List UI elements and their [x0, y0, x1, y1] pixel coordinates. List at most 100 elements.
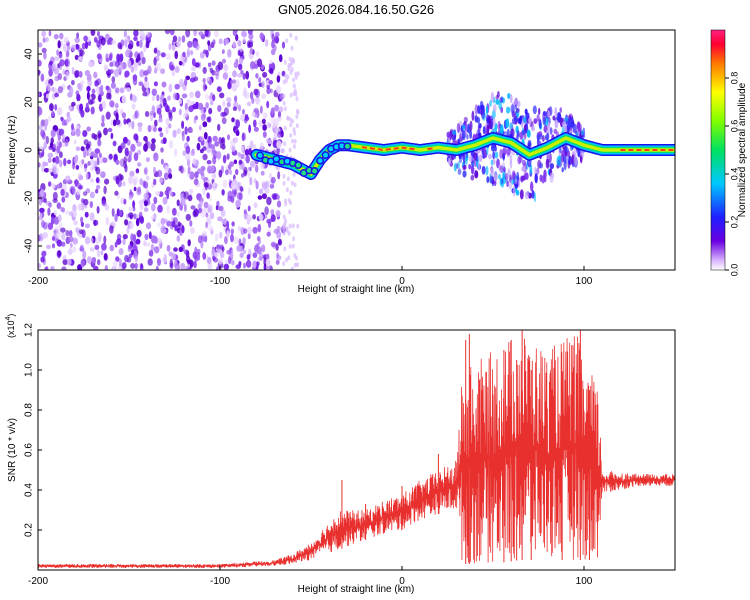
scatter-cell	[477, 162, 481, 171]
noise-cell	[292, 77, 295, 83]
noise-cell	[205, 49, 209, 58]
noise-cell	[138, 125, 143, 132]
noise-cell	[181, 35, 186, 43]
noise-cell	[282, 100, 286, 106]
noise-cell	[143, 192, 149, 200]
noise-cell	[289, 70, 293, 75]
noise-cell	[114, 241, 118, 248]
noise-cell	[57, 214, 62, 223]
noise-cell	[208, 225, 214, 232]
snr-y-label: SNR (10 * v/v)	[7, 418, 18, 482]
scatter-cell	[494, 122, 498, 131]
noise-cell	[157, 204, 163, 213]
noise-cell	[45, 135, 49, 145]
noise-cell	[268, 173, 272, 179]
noise-cell	[125, 87, 131, 93]
noise-cell	[262, 131, 267, 138]
noise-cell	[66, 258, 72, 266]
noise-cell	[153, 196, 158, 205]
noise-cell	[100, 90, 104, 97]
noise-cell	[235, 119, 240, 128]
noise-cell	[153, 178, 157, 186]
noise-cell	[277, 238, 282, 246]
noise-cell	[216, 248, 221, 254]
noise-cell	[271, 40, 275, 49]
noise-cell	[172, 92, 178, 101]
scatter-cell	[450, 153, 453, 163]
noise-cell	[97, 139, 102, 147]
noise-cell	[261, 193, 267, 200]
noise-cell	[52, 165, 57, 175]
scatter-cell	[509, 94, 513, 103]
noise-cell	[148, 249, 154, 257]
scatter-cell	[537, 134, 540, 143]
noise-cell	[237, 49, 241, 57]
noise-cell	[128, 194, 133, 200]
noise-cell	[119, 210, 123, 216]
noise-cell	[202, 231, 208, 237]
noise-cell	[47, 157, 52, 163]
noise-cell	[254, 63, 258, 70]
noise-cell	[197, 102, 204, 110]
noise-cell	[58, 159, 63, 168]
noise-cell	[85, 223, 90, 229]
noise-cell	[139, 216, 145, 224]
noise-cell	[207, 135, 212, 145]
noise-cell	[193, 30, 198, 37]
scatter-cell	[471, 110, 475, 122]
noise-cell	[116, 233, 122, 241]
scatter-cell	[538, 162, 544, 169]
noise-cell	[238, 63, 243, 71]
noise-cell	[171, 45, 176, 51]
noise-cell	[289, 122, 293, 128]
noise-cell	[268, 63, 273, 70]
noise-cell	[194, 115, 198, 121]
noise-cell	[221, 117, 227, 125]
noise-cell	[189, 128, 193, 133]
noise-cell	[206, 160, 212, 165]
scatter-cell	[509, 159, 513, 169]
scatter-cell	[448, 157, 451, 166]
noise-cell	[126, 226, 130, 235]
spectrogram-marks	[38, 30, 675, 270]
noise-cell	[225, 38, 229, 45]
noise-cell	[186, 50, 190, 58]
noise-cell	[282, 214, 286, 220]
noise-cell	[191, 66, 196, 71]
noise-cell	[144, 233, 149, 241]
scatter-cell	[462, 170, 467, 178]
scatter-cell	[498, 101, 503, 110]
noise-cell	[265, 258, 271, 267]
noise-cell	[93, 153, 99, 158]
noise-cell	[112, 119, 117, 127]
scatter-cell	[533, 192, 537, 203]
noise-cell	[85, 143, 91, 150]
noise-cell	[253, 126, 259, 132]
noise-cell	[238, 159, 243, 165]
noise-cell	[294, 91, 298, 97]
noise-cell	[246, 214, 252, 223]
noise-cell	[168, 123, 172, 129]
noise-cell	[68, 104, 72, 111]
x-tick-label: 100	[576, 576, 593, 587]
noise-cell	[144, 69, 150, 75]
noise-cell	[156, 107, 162, 115]
noise-cell	[224, 236, 228, 245]
noise-cell	[40, 73, 45, 82]
noise-cell	[198, 31, 204, 36]
noise-cell	[242, 237, 246, 246]
noise-cell	[196, 142, 201, 151]
scatter-cell	[511, 170, 516, 181]
scatter-cell	[489, 100, 492, 107]
noise-cell	[151, 88, 157, 97]
noise-cell	[39, 188, 45, 197]
scatter-cell	[574, 147, 577, 157]
noise-cell	[139, 40, 143, 48]
noise-cell	[153, 47, 158, 54]
scatter-cell	[497, 90, 500, 99]
noise-cell	[96, 259, 101, 266]
noise-cell	[295, 255, 298, 261]
scatter-cell	[486, 176, 490, 184]
noise-cell	[173, 247, 178, 252]
noise-cell	[162, 97, 167, 106]
